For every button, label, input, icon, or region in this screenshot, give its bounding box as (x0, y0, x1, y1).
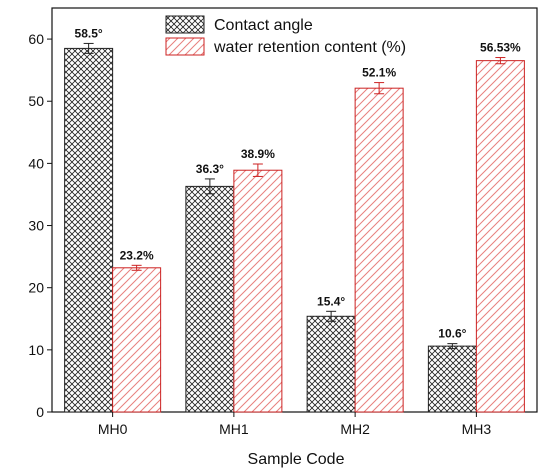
y-tick-label: 0 (36, 404, 44, 420)
y-tick-label: 60 (28, 31, 44, 47)
x-tick-label: MH3 (462, 421, 492, 437)
bars: 58.5° 23.2% 36.3° 38.9% 15.4° 52.1% 10.6° 56.53… (64, 26, 525, 413)
data-label: 15.4° (317, 294, 345, 308)
x-tick-label: MH1 (219, 421, 249, 437)
y-tick-label: 50 (28, 93, 44, 109)
bar-water-retention (112, 267, 162, 413)
legend-swatch-water-retention (165, 37, 205, 56)
bar-contact-angle (306, 315, 356, 413)
x-axis-title: Sample Code (248, 451, 345, 468)
legend-swatch-contact-angle (165, 15, 205, 34)
y-tick-label: 40 (28, 155, 44, 171)
y-axis: 0 10 20 30 40 50 60 (28, 31, 52, 420)
x-tick-label: MH2 (340, 421, 370, 437)
y-tick-label: 20 (28, 280, 44, 296)
bar-contact-angle (427, 345, 477, 413)
data-label: 10.6° (438, 327, 466, 341)
x-axis: MH0 MH1 MH2 MH3 (98, 412, 492, 437)
data-label: 38.9% (241, 147, 275, 161)
bar-contact-angle (185, 185, 235, 413)
plot-frame (51, 7, 538, 413)
data-label: 58.5° (75, 26, 103, 40)
legend-label: Contact angle (214, 17, 313, 34)
bar-water-retention (233, 169, 283, 413)
bar-water-retention (354, 87, 404, 413)
bar-contact-angle (64, 47, 114, 413)
data-label: 56.53% (480, 41, 521, 55)
legend-label: water retention content (%) (213, 39, 406, 56)
x-tick-label: MH0 (98, 421, 128, 437)
y-tick-label: 30 (28, 218, 44, 234)
data-label: 23.2% (120, 248, 154, 262)
y-tick-label: 10 (28, 342, 44, 358)
legend: Contact angle water retention content (%) (165, 15, 406, 56)
data-label: 52.1% (362, 66, 396, 80)
data-label: 36.3° (196, 162, 224, 176)
bar-water-retention (475, 60, 525, 413)
plot-border (51, 7, 538, 413)
